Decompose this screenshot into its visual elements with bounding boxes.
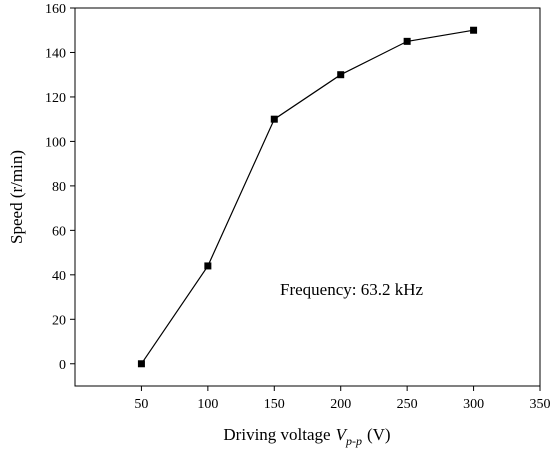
- x-tick-label: 250: [397, 397, 418, 412]
- x-tick-label: 300: [463, 397, 484, 412]
- y-tick-label: 120: [45, 91, 66, 106]
- x-axis-title-variable: V: [336, 425, 349, 444]
- x-tick-label: 200: [330, 397, 351, 412]
- y-tick-label: 140: [45, 46, 66, 61]
- annotation-frequency: Frequency: 63.2 kHz: [280, 280, 424, 299]
- x-axis-title: Driving voltage Vp-p (V): [223, 425, 390, 448]
- data-point-marker: [137, 360, 145, 368]
- x-axis-title-unit: (V): [367, 425, 391, 444]
- series-line: [140, 29, 474, 365]
- y-tick-label: 160: [45, 2, 66, 17]
- y-tick-label: 60: [52, 224, 66, 239]
- y-tick-label: 80: [52, 180, 66, 195]
- y-axis-ticks: 0 20 40 60 80 100 120 140 160: [45, 2, 75, 373]
- x-tick-label: 100: [197, 397, 218, 412]
- data-point-marker: [470, 26, 478, 34]
- data-point-marker: [270, 115, 278, 123]
- x-axis-title-subscript: p-p: [345, 434, 362, 448]
- data-point-marker: [204, 262, 212, 270]
- marker-layer: [137, 26, 478, 368]
- x-axis-title-text: Driving voltage: [223, 425, 330, 444]
- x-tick-label: 50: [134, 397, 148, 412]
- plot-frame: [74, 7, 541, 387]
- y-tick-label: 40: [52, 269, 66, 284]
- x-axis-ticks: 50 100 150 200 250 300 350: [134, 386, 550, 412]
- y-tick-label: 0: [59, 358, 66, 373]
- data-point-marker: [337, 71, 345, 79]
- y-axis-title: Speed (r/min): [7, 150, 26, 244]
- series-layer: [140, 29, 474, 365]
- y-tick-label: 20: [52, 313, 66, 328]
- x-tick-label: 350: [530, 397, 550, 412]
- y-tick-label: 100: [45, 135, 66, 150]
- x-tick-label: 150: [264, 397, 285, 412]
- data-point-marker: [403, 37, 411, 45]
